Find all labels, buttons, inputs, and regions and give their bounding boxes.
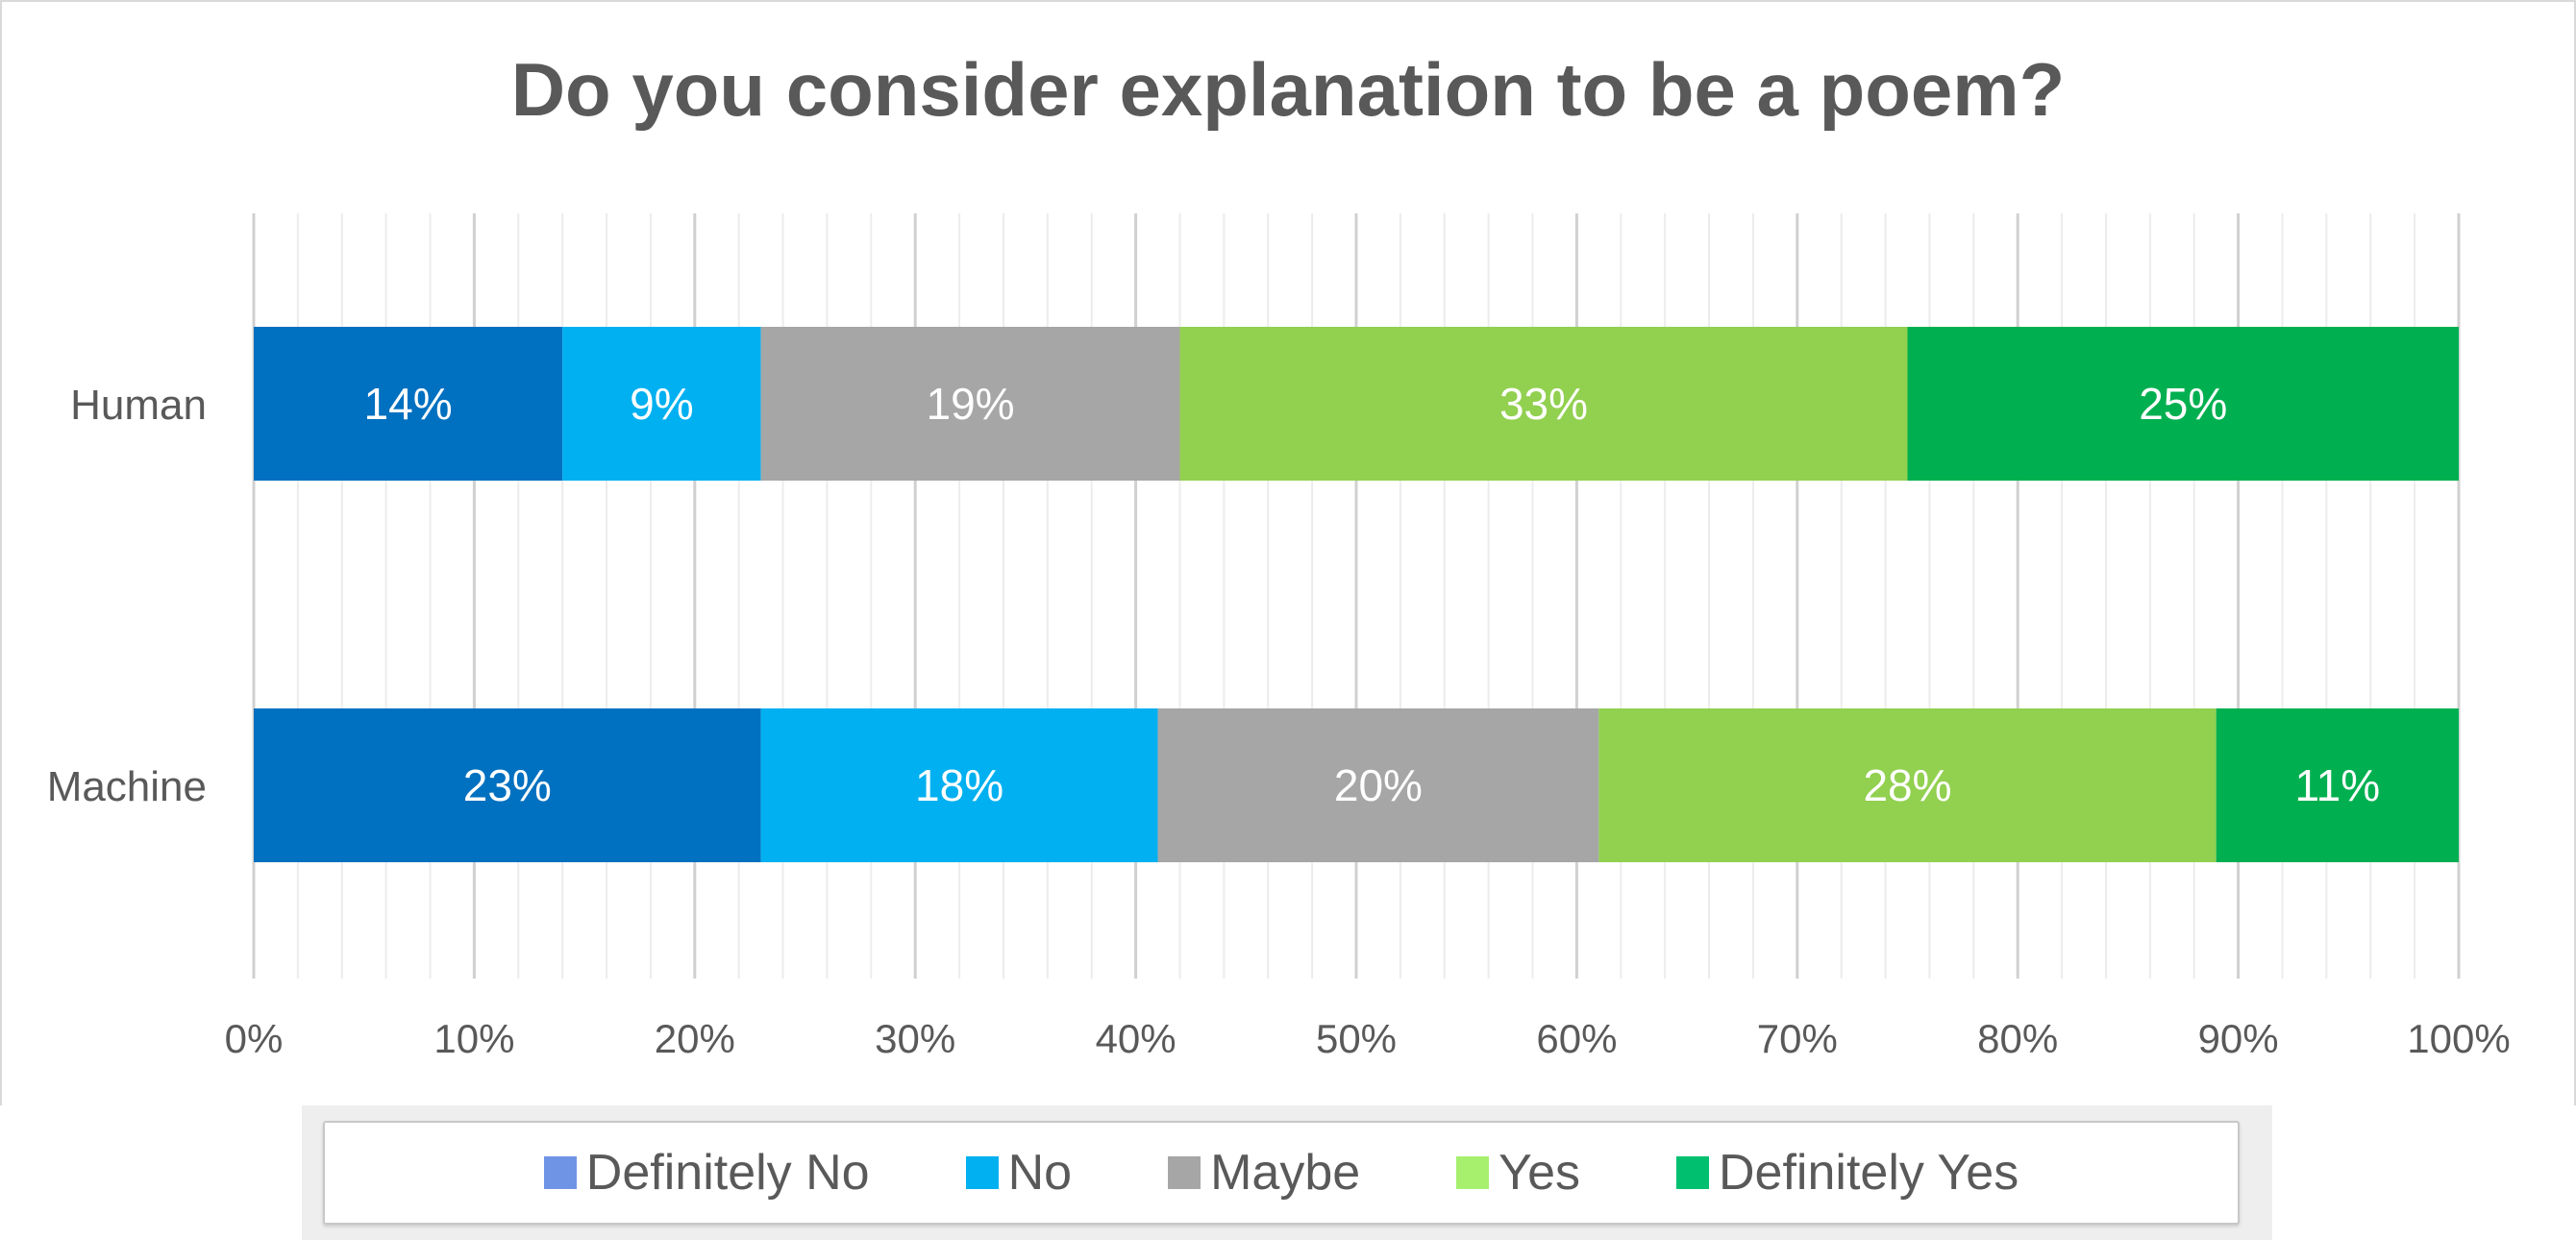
legend-swatch <box>1168 1156 1201 1189</box>
bar-human-yes <box>1179 327 1908 481</box>
legend-swatch <box>1676 1156 1709 1189</box>
data-label: 14% <box>364 379 453 429</box>
bar-machine-no <box>760 708 1158 862</box>
x-tick-label: 30% <box>875 1016 955 1061</box>
x-tick-label: 70% <box>1757 1016 1838 1061</box>
legend-label: Definitely Yes <box>1719 1145 2019 1201</box>
legend-item: Definitely No <box>543 1144 870 1202</box>
legend-label: Maybe <box>1210 1145 1361 1201</box>
x-tick-label: 90% <box>2198 1016 2279 1061</box>
data-label: 28% <box>1863 760 1951 810</box>
legend-label: Yes <box>1499 1145 1580 1201</box>
data-label: 11% <box>2295 760 2381 810</box>
bar-machine-definitely-no <box>254 708 761 862</box>
legend-swatch <box>543 1156 577 1189</box>
legend-item: Definitely Yes <box>1676 1144 2019 1202</box>
legend-label: Definitely No <box>585 1145 870 1201</box>
bar-human-maybe <box>760 327 1180 481</box>
x-tick-label: 10% <box>433 1016 514 1061</box>
legend-item: Yes <box>1456 1144 1580 1202</box>
data-label: 18% <box>915 760 1003 810</box>
legend-panel: Definitely No No Maybe Yes Definitely Yes <box>302 1105 2272 1240</box>
legend-swatch <box>965 1156 999 1189</box>
x-tick-label: 60% <box>1536 1016 1617 1061</box>
data-label: 9% <box>630 379 693 429</box>
bar-human-no <box>562 327 761 481</box>
x-tick-label: 50% <box>1316 1016 1397 1061</box>
chart-plot: 14% 9% 19% 33% 25% Human 23% 18% 20% 28% 11% Machin… <box>47 213 2511 1061</box>
bar-machine-maybe <box>1157 708 1599 862</box>
chart-title: Do you consider explanation to be a poem… <box>510 47 2066 132</box>
legend-item: No <box>965 1144 1073 1202</box>
category-label: Human <box>70 382 207 429</box>
x-tick-label: 40% <box>1096 1016 1177 1061</box>
bar-machine-definitely-yes <box>2216 708 2459 862</box>
data-label: 33% <box>1499 379 1588 429</box>
legend-label: No <box>1007 1145 1073 1201</box>
x-tick-label: 0% <box>225 1016 284 1061</box>
legend-item: Maybe <box>1168 1144 1360 1202</box>
bar-human-definitely-no <box>254 327 563 481</box>
category-label: Machine <box>47 763 207 810</box>
data-label: 23% <box>463 760 552 810</box>
x-tick-label: 80% <box>1977 1016 2058 1061</box>
bar-machine-yes <box>1598 708 2217 862</box>
data-label: 19% <box>927 379 1015 429</box>
x-tick-label: 20% <box>655 1016 735 1061</box>
data-label: 20% <box>1334 760 1423 810</box>
bar-human-definitely-yes <box>1907 327 2459 481</box>
legend: Definitely No No Maybe Yes Definitely Yes <box>323 1121 2240 1225</box>
legend-swatch <box>1456 1156 1490 1189</box>
x-tick-label: 100% <box>2407 1016 2510 1061</box>
data-label: 25% <box>2139 379 2227 429</box>
